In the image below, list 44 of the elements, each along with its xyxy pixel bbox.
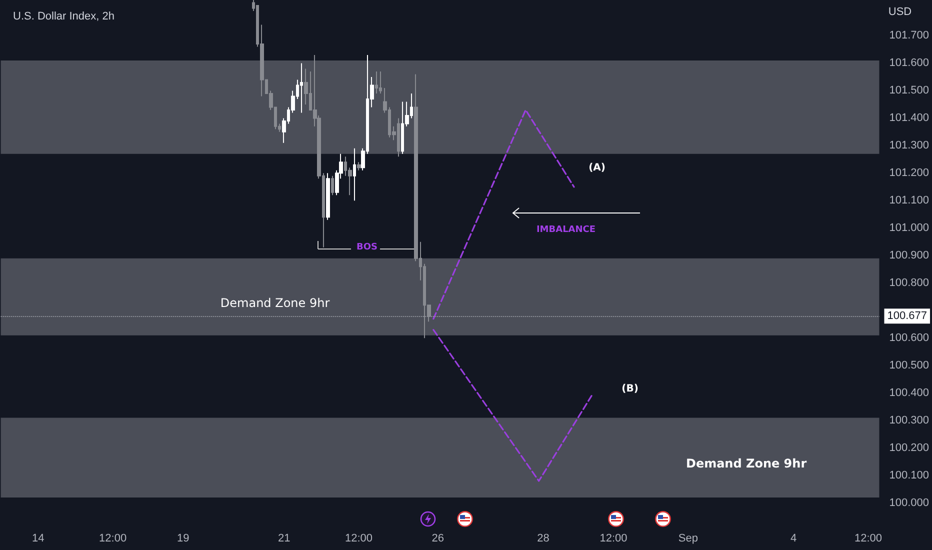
- y-tick-label: 100.400: [889, 387, 930, 400]
- y-tick-label: 101.500: [889, 84, 930, 97]
- y-tick-label: 100.100: [889, 470, 930, 482]
- text: U.S. Dollar Index, 2h: [13, 10, 114, 22]
- y-tick-label: 101.200: [889, 167, 930, 180]
- y-tick-label: 101.700: [889, 30, 930, 42]
- y-tick-label: 100.900: [889, 250, 930, 262]
- y-tick-label: 100.300: [889, 414, 930, 427]
- candlestick: [331, 175, 334, 196]
- y-tick-label: 100.200: [889, 442, 930, 454]
- x-tick-label: 21: [278, 532, 290, 544]
- y-tick-label: 101.000: [889, 222, 930, 234]
- candlestick: [379, 70, 382, 94]
- x-tick-label: 12:00: [99, 532, 127, 544]
- candlestick: [326, 172, 330, 220]
- x-tick-label: 19: [176, 532, 190, 544]
- y-tick-label: 101.600: [889, 57, 930, 70]
- candlestick: [375, 70, 378, 94]
- y-tick-label: 100.000: [889, 497, 930, 509]
- annotation: (A): [588, 162, 606, 174]
- candlestick: [300, 62, 303, 114]
- annotation: IMBALANCE: [536, 225, 596, 235]
- x-tick-label: 4: [790, 532, 797, 544]
- x-tick-label: Sep: [678, 532, 698, 544]
- ref-line-label: 100.677: [887, 310, 928, 322]
- candlestick: [353, 148, 356, 202]
- band-label: Demand Zone 9hr: [686, 456, 807, 471]
- band-label: Demand Zone 9hr: [220, 296, 330, 310]
- y-tick-label: 100.500: [889, 360, 930, 372]
- y-tick-label: 101.300: [889, 140, 930, 152]
- x-tick-label: 12:00: [345, 532, 373, 544]
- y-tick-label: 100.800: [889, 277, 930, 290]
- x-tick-label: 26: [432, 532, 444, 544]
- annotation: (B): [622, 384, 638, 394]
- y-tick-label: 101.100: [889, 194, 930, 207]
- annotation: BOS: [356, 242, 378, 252]
- x-tick-label: 14: [32, 532, 44, 544]
- x-tick-label: 28: [537, 532, 550, 544]
- x-tick-label: 12:00: [854, 532, 882, 544]
- y-axis-title: USD: [888, 6, 912, 18]
- x-tick-label: 12:00: [600, 532, 628, 544]
- candlestick: [357, 162, 361, 171]
- y-tick-label: 100.600: [889, 332, 930, 344]
- y-tick-label: 101.400: [889, 112, 930, 124]
